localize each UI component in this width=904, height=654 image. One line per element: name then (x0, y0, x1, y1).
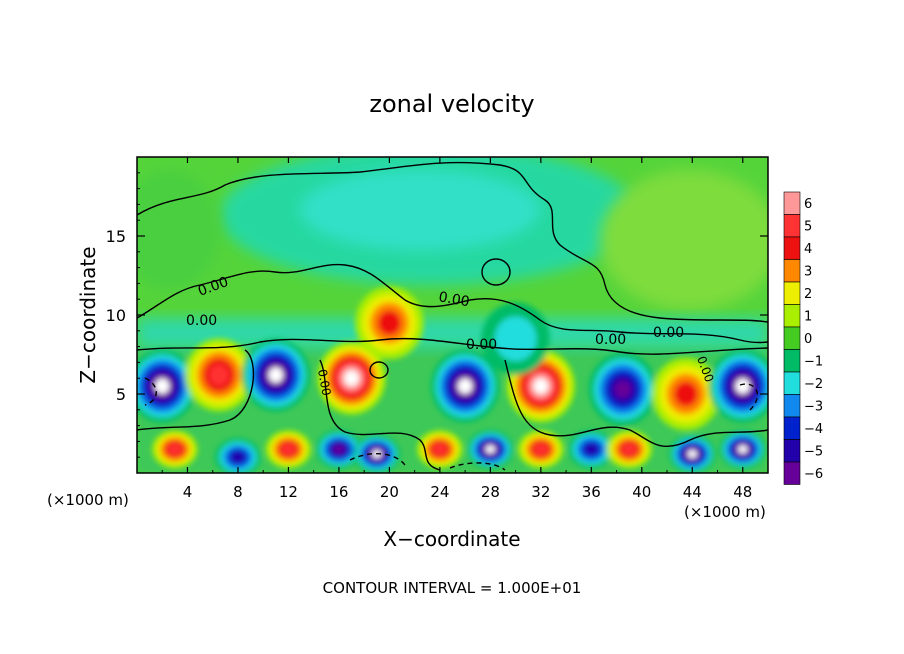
x-unit-right: (×1000 m) (684, 503, 766, 521)
colorbar-label: 0 (804, 332, 812, 347)
y-tick-label: 5 (116, 385, 126, 404)
contour-lines (137, 161, 768, 471)
plot-area: 0.00 0.00 0.00 0.00 0.00 0.00 0.00 0.00 (137, 157, 768, 473)
cell-ring (485, 445, 496, 454)
colorbar-swatch (783, 371, 801, 395)
contour-label: 0.00 (437, 289, 470, 310)
contour-closed-core (369, 361, 389, 379)
colorbar-label: −5 (804, 445, 823, 460)
cell-ring (533, 378, 549, 394)
x-axis: 4 8 12 16 20 24 28 32 36 40 44 48 (161, 157, 752, 501)
cell-ring (377, 310, 402, 336)
zero-contour-mid (137, 263, 768, 344)
zero-contour-upper (137, 161, 768, 323)
colorbar-swatch (783, 304, 801, 328)
x-tick-label: 44 (683, 483, 702, 501)
contour-dashed-right (739, 383, 759, 411)
colorbar-label: −3 (804, 400, 823, 415)
colorbar-swatch (783, 416, 801, 440)
colorbar-label: −4 (804, 422, 823, 437)
colorbar-swatch (783, 236, 801, 260)
colorbar-label: −6 (804, 467, 823, 482)
contour-label: 0.00 (466, 337, 497, 353)
colorbar-label: 6 (804, 197, 812, 212)
cell-ring (231, 451, 245, 463)
x-tick-label: 28 (481, 483, 500, 501)
x-tick-label: 32 (531, 483, 550, 501)
contour-closed-cell (481, 258, 511, 286)
colorbar-swatch (783, 394, 801, 418)
colorbar-label: 5 (804, 220, 812, 235)
x-tick-label: 40 (632, 483, 651, 501)
contour-label: 0.00 (595, 332, 626, 348)
y-tick-label: 15 (106, 227, 126, 246)
cell-ring (457, 378, 473, 394)
x-tick-label: 20 (380, 483, 399, 501)
cell-ring (674, 381, 698, 407)
colorbar-swatch (783, 214, 801, 238)
cell-ring (735, 378, 750, 394)
colorbar-swatch (783, 326, 801, 350)
zero-contour-cell-boundary (137, 337, 768, 355)
colorbar-swatch (783, 461, 801, 485)
contour-dashed-bottom (349, 453, 506, 471)
x-unit-left: (×1000 m) (47, 491, 129, 509)
colorbar: 6 5 4 3 2 1 0 −1 −2 −3 −4 −5 −6 (783, 191, 823, 485)
contour-label: 0.00 (653, 325, 684, 341)
cell-ring (333, 444, 345, 454)
x-tick-label: 48 (733, 483, 752, 501)
x-tick-label: 8 (233, 483, 243, 501)
cell-ring (614, 380, 632, 399)
y-axis: 5 10 15 (106, 172, 768, 458)
colorbar-swatch (783, 439, 801, 463)
colorbar-label: −1 (804, 355, 823, 370)
colorbar-swatch (783, 281, 801, 305)
upper-cyan-region-core (300, 170, 540, 250)
chart-title: zonal velocity (369, 90, 534, 118)
y-tick-label: 10 (106, 306, 126, 325)
cell-ring (281, 443, 295, 455)
cell-ring (584, 443, 598, 455)
cell-ring (687, 450, 698, 459)
contour-labels: 0.00 0.00 0.00 0.00 0.00 0.00 0.00 0.00 (186, 274, 716, 397)
cell-ring (737, 445, 748, 454)
contour-dashed-left (144, 377, 157, 406)
cell-ring (168, 443, 182, 455)
y-axis-label: Z−coordinate (76, 246, 100, 383)
cell-ring (433, 443, 447, 455)
x-tick-label: 16 (329, 483, 348, 501)
zero-contour-lower (137, 349, 768, 471)
colorbar-label: 2 (804, 287, 812, 302)
cells-layer (137, 286, 768, 473)
x-tick-label: 24 (430, 483, 449, 501)
cell-ring (534, 443, 548, 455)
upper-right-field (600, 170, 768, 310)
colorbar-label: −2 (804, 377, 823, 392)
cell-ring (494, 316, 537, 362)
colorbar-label: 4 (804, 242, 812, 257)
contour-label: 0.00 (186, 313, 217, 329)
colorbar-swatch (783, 259, 801, 283)
cell-ring (344, 370, 359, 386)
x-tick-label: 36 (582, 483, 601, 501)
cell-ring (622, 443, 636, 455)
colorbar-label: 1 (804, 310, 812, 325)
cell-ring (209, 364, 229, 386)
colorbar-label: 3 (804, 265, 812, 280)
cell-ring (268, 367, 283, 383)
x-tick-label: 12 (279, 483, 298, 501)
contour-interval-note: CONTOUR INTERVAL = 1.000E+01 (323, 579, 582, 597)
cell-ring (155, 378, 170, 394)
x-tick-label: 4 (183, 483, 193, 501)
colorbar-swatch (783, 191, 801, 215)
upper-left-field (137, 170, 220, 290)
x-axis-label: X−coordinate (383, 527, 520, 551)
contour-label: 0.00 (315, 368, 333, 397)
colorbar-swatch (783, 349, 801, 373)
